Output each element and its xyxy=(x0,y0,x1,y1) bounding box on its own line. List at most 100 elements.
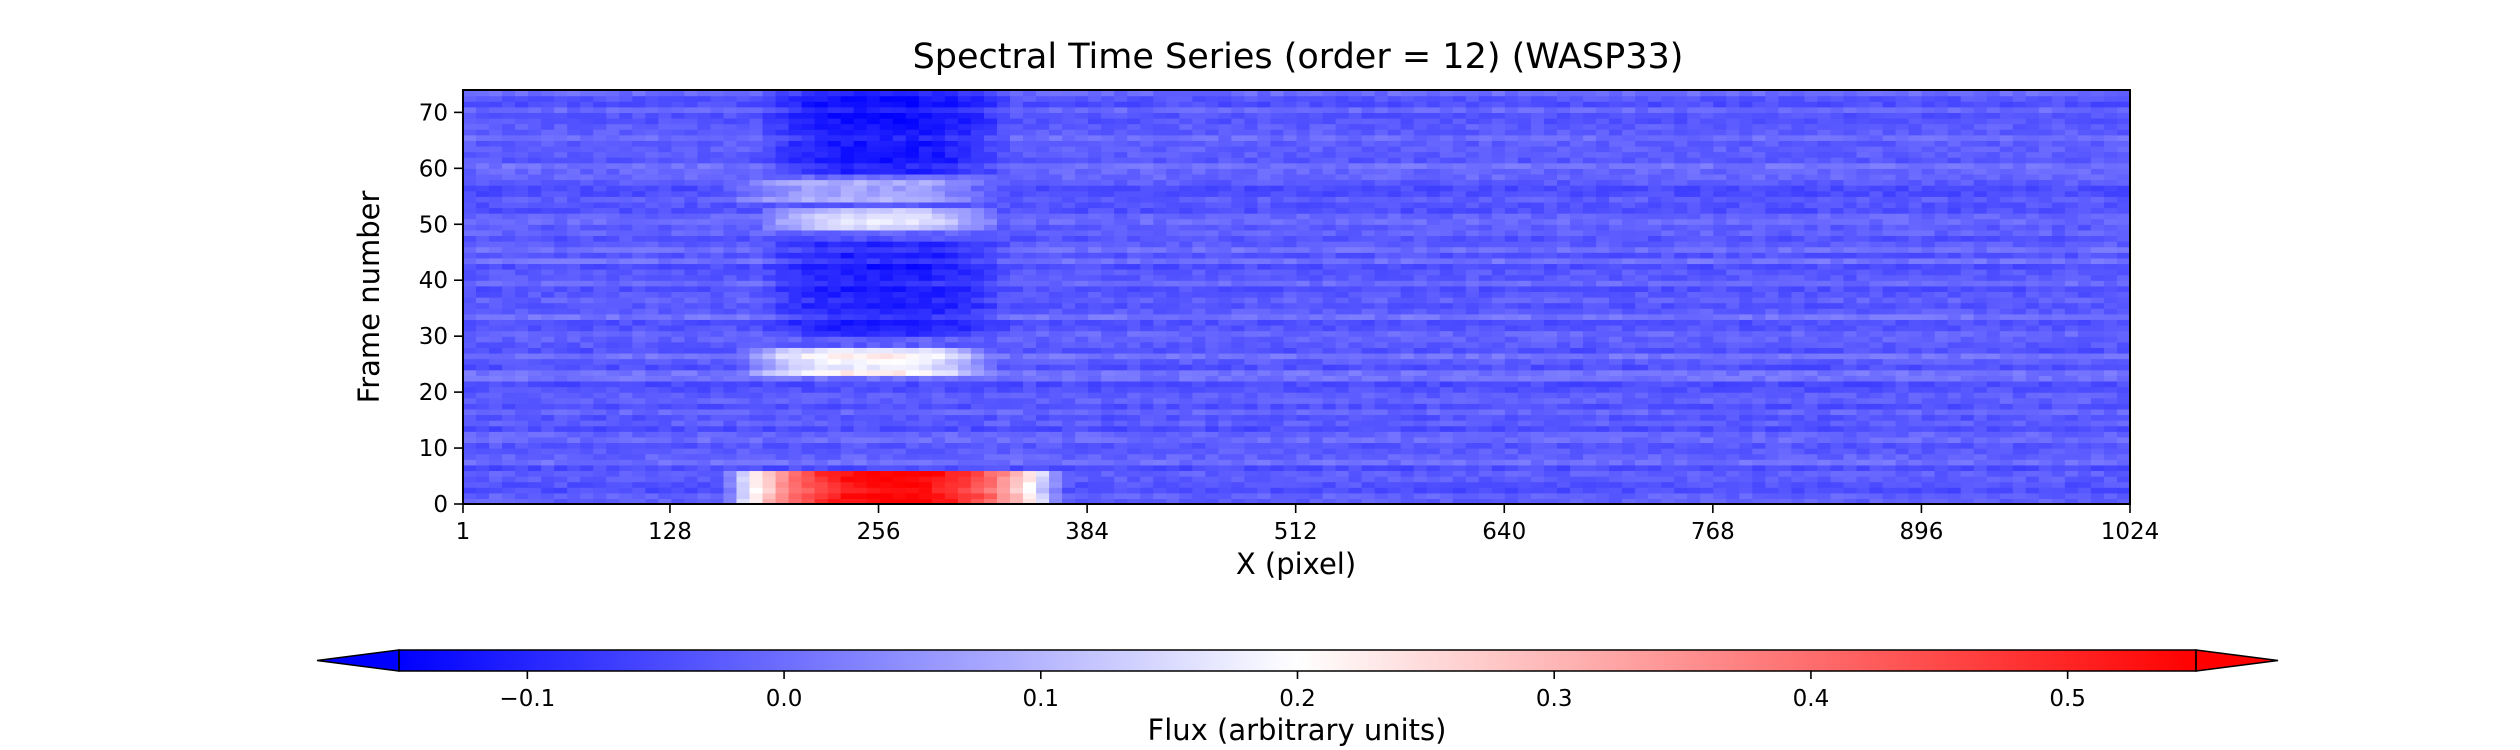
heatmap-cell xyxy=(749,380,764,388)
heatmap-cell xyxy=(1426,364,1441,371)
heatmap-cell xyxy=(619,487,633,494)
heatmap-cell xyxy=(1934,403,1949,410)
heatmap-cell xyxy=(1895,285,1910,292)
heatmap-cell xyxy=(1530,319,1545,326)
heatmap-cell xyxy=(775,487,790,494)
heatmap-cell xyxy=(1869,392,1884,399)
heatmap-cell xyxy=(658,341,672,348)
heatmap-cell xyxy=(801,487,816,494)
heatmap-cell xyxy=(1973,302,1988,309)
heatmap-cell xyxy=(1439,498,1454,505)
heatmap-cell xyxy=(853,375,868,382)
heatmap-cell xyxy=(1648,453,1662,460)
heatmap-cell xyxy=(1244,319,1259,326)
heatmap-cell xyxy=(2116,431,2131,438)
heatmap-cell xyxy=(1530,436,1545,444)
heatmap-cell xyxy=(1270,319,1285,326)
heatmap-cell xyxy=(957,330,972,337)
heatmap-cell xyxy=(1778,498,1792,505)
heatmap-cell xyxy=(554,285,568,292)
heatmap-cell xyxy=(2038,459,2053,466)
heatmap-cell xyxy=(1114,319,1128,326)
heatmap-cell xyxy=(710,291,725,298)
heatmap-cell xyxy=(1765,347,1779,354)
heatmap-cell xyxy=(580,302,594,309)
heatmap-cell xyxy=(593,453,607,460)
heatmap-cell xyxy=(866,297,881,304)
heatmap-cell xyxy=(1583,397,1597,404)
heatmap-cell xyxy=(1817,436,1832,444)
heatmap-cell xyxy=(1400,297,1415,304)
heatmap-cell xyxy=(515,297,529,304)
heatmap-cell xyxy=(502,319,516,326)
heatmap-cell xyxy=(1804,492,1819,499)
heatmap-cell xyxy=(593,336,607,343)
heatmap-cell xyxy=(1830,453,1845,460)
heatmap-cell xyxy=(1023,425,1037,432)
heatmap-cell xyxy=(528,380,542,388)
heatmap-cell xyxy=(1140,369,1154,376)
heatmap-cell xyxy=(918,487,933,494)
heatmap-cell xyxy=(580,436,594,444)
heatmap-cell xyxy=(1543,448,1558,455)
heatmap-cell xyxy=(2025,392,2040,399)
heatmap-cell xyxy=(1413,313,1428,320)
heatmap-cell xyxy=(710,330,725,337)
heatmap-cell xyxy=(1921,341,1936,348)
heatmap-cell xyxy=(1569,487,1584,494)
heatmap-cell xyxy=(1009,386,1024,393)
heatmap-cell xyxy=(1452,319,1467,326)
heatmap-cell xyxy=(1999,397,2014,404)
heatmap-cell xyxy=(554,302,568,309)
heatmap-cell xyxy=(1635,341,1649,348)
heatmap-cell xyxy=(2012,297,2027,304)
heatmap-cell xyxy=(1491,481,1506,488)
heatmap-cell xyxy=(1778,297,1792,304)
heatmap-cell xyxy=(1635,358,1649,365)
heatmap-cell xyxy=(1374,297,1389,304)
heatmap-cell xyxy=(697,498,712,505)
heatmap-cell xyxy=(1023,476,1037,483)
heatmap-cell xyxy=(1609,403,1623,410)
heatmap-cell xyxy=(931,476,946,483)
heatmap-cell xyxy=(1036,448,1050,455)
heatmap-cell xyxy=(2103,425,2118,432)
heatmap-cell xyxy=(1504,481,1519,488)
heatmap-cell xyxy=(463,375,477,382)
heatmap-cell xyxy=(2038,464,2053,472)
heatmap-cell xyxy=(1478,498,1493,505)
heatmap-cell xyxy=(1700,492,1714,499)
heatmap-cell xyxy=(2038,448,2053,455)
heatmap-cell xyxy=(1817,308,1832,315)
heatmap-cell xyxy=(1700,319,1714,326)
heatmap-cell xyxy=(489,403,503,410)
heatmap-cell xyxy=(1478,442,1493,449)
heatmap-cell xyxy=(1674,375,1688,382)
heatmap-cell xyxy=(866,487,881,494)
heatmap-cell xyxy=(1973,448,1988,455)
heatmap-cell xyxy=(918,297,933,304)
heatmap-cell xyxy=(1452,481,1467,488)
heatmap-cell xyxy=(762,308,777,315)
heatmap-cell xyxy=(970,431,985,438)
heatmap-cell xyxy=(1726,347,1740,354)
heatmap-cell xyxy=(983,302,998,309)
heatmap-cell xyxy=(1921,324,1936,332)
heatmap-cell xyxy=(1296,308,1311,315)
heatmap-cell xyxy=(1322,358,1337,365)
heatmap-cell xyxy=(606,425,620,432)
heatmap-cell xyxy=(1830,464,1845,472)
heatmap-cell xyxy=(1504,364,1519,371)
heatmap-cell xyxy=(1361,476,1376,483)
heatmap-cell xyxy=(827,302,842,309)
heatmap-cell xyxy=(606,375,620,382)
heatmap-cell xyxy=(1843,476,1858,483)
heatmap-cell xyxy=(1713,408,1727,416)
heatmap-cell xyxy=(1947,324,1962,332)
heatmap-cell xyxy=(1986,476,2001,483)
heatmap-cell xyxy=(1648,492,1662,499)
heatmap-cell xyxy=(1622,464,1636,472)
heatmap-cell xyxy=(1023,470,1037,477)
heatmap-cell xyxy=(1556,403,1571,410)
heatmap-cell xyxy=(1726,392,1740,399)
